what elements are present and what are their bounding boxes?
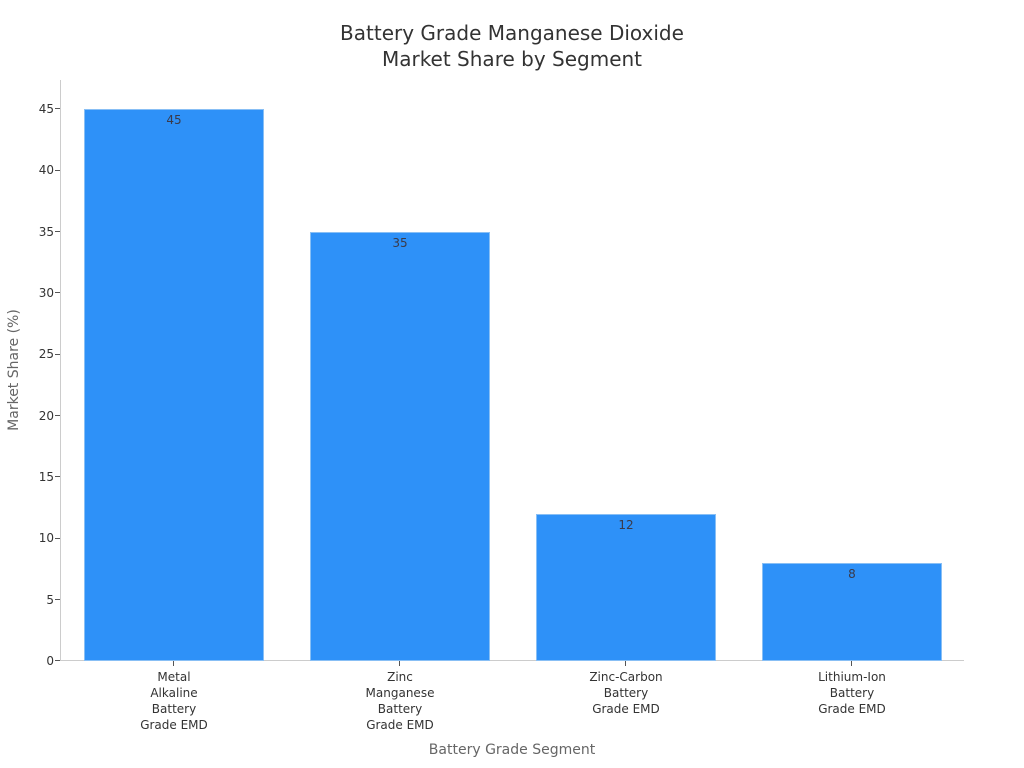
y-tick-label: 5 bbox=[46, 593, 54, 607]
x-axis-title: Battery Grade Segment bbox=[428, 742, 596, 758]
x-label-line: Grade EMD bbox=[140, 718, 208, 732]
y-axis-title: Market Share (%) bbox=[6, 309, 22, 431]
x-label-line: Alkaline bbox=[150, 686, 198, 700]
x-label-line: Grade EMD bbox=[592, 702, 660, 716]
x-tick-label-zinc-manganese: Zinc Manganese Battery Grade EMD bbox=[320, 669, 480, 733]
y-tick-mark bbox=[55, 354, 60, 355]
x-label-line: Manganese bbox=[365, 686, 435, 700]
y-tick-label: 40 bbox=[38, 163, 54, 177]
y-tick-label: 25 bbox=[38, 347, 54, 361]
y-tick-label: 30 bbox=[38, 286, 54, 300]
y-tick-mark bbox=[55, 538, 60, 539]
x-tick-label-metal-alkaline: Metal Alkaline Battery Grade EMD bbox=[94, 669, 254, 733]
x-label-line: Battery bbox=[377, 702, 423, 716]
x-tick-label-zinc-carbon: Zinc-Carbon Battery Grade EMD bbox=[546, 669, 706, 717]
x-label-line: Battery bbox=[151, 702, 197, 716]
chart-title: Battery Grade Manganese Dioxide Market S… bbox=[0, 20, 1024, 72]
x-tick-mark bbox=[173, 661, 174, 666]
y-tick-mark bbox=[55, 231, 60, 232]
x-tick-mark bbox=[399, 661, 400, 666]
bar-value-label: 12 bbox=[618, 518, 634, 532]
x-label-line: Metal bbox=[157, 670, 191, 684]
y-tick-mark bbox=[55, 476, 60, 477]
y-tick-label: 45 bbox=[38, 102, 54, 116]
y-tick-label: 10 bbox=[38, 531, 54, 545]
y-tick-mark bbox=[55, 415, 60, 416]
y-tick-mark bbox=[55, 292, 60, 293]
x-label-line: Battery bbox=[829, 686, 875, 700]
bar-value-label: 45 bbox=[166, 113, 182, 127]
x-tick-label-lithium-ion: Lithium-Ion Battery Grade EMD bbox=[772, 669, 932, 717]
y-tick-label: 20 bbox=[38, 409, 54, 423]
x-label-line: Lithium-Ion bbox=[818, 670, 886, 684]
bar-lithium-ion[interactable]: 8 bbox=[762, 563, 942, 661]
x-tick-mark bbox=[625, 661, 626, 666]
chart-title-line-2: Market Share by Segment bbox=[381, 47, 643, 71]
y-tick-mark bbox=[55, 108, 60, 109]
y-tick-mark bbox=[55, 170, 60, 171]
x-label-line: Zinc-Carbon bbox=[589, 670, 663, 684]
bar-zinc-manganese[interactable]: 35 bbox=[310, 232, 490, 661]
bar-value-label: 8 bbox=[848, 567, 856, 581]
y-tick-mark bbox=[55, 599, 60, 600]
y-tick-label: 15 bbox=[38, 470, 54, 484]
x-axis-line bbox=[60, 660, 964, 661]
bar-value-label: 35 bbox=[392, 236, 408, 250]
x-tick-mark bbox=[851, 661, 852, 666]
y-axis-line bbox=[60, 80, 61, 661]
y-tick-label: 35 bbox=[38, 225, 54, 239]
x-label-line: Zinc bbox=[387, 670, 413, 684]
bar-zinc-carbon[interactable]: 12 bbox=[536, 514, 716, 661]
bar-metal-alkaline[interactable]: 45 bbox=[84, 109, 264, 661]
x-label-line: Battery bbox=[603, 686, 649, 700]
chart-title-line-1: Battery Grade Manganese Dioxide bbox=[340, 21, 684, 45]
y-tick-mark bbox=[55, 660, 60, 661]
y-tick-label: 0 bbox=[46, 654, 54, 668]
x-label-line: Grade EMD bbox=[366, 718, 434, 732]
x-label-line: Grade EMD bbox=[818, 702, 886, 716]
